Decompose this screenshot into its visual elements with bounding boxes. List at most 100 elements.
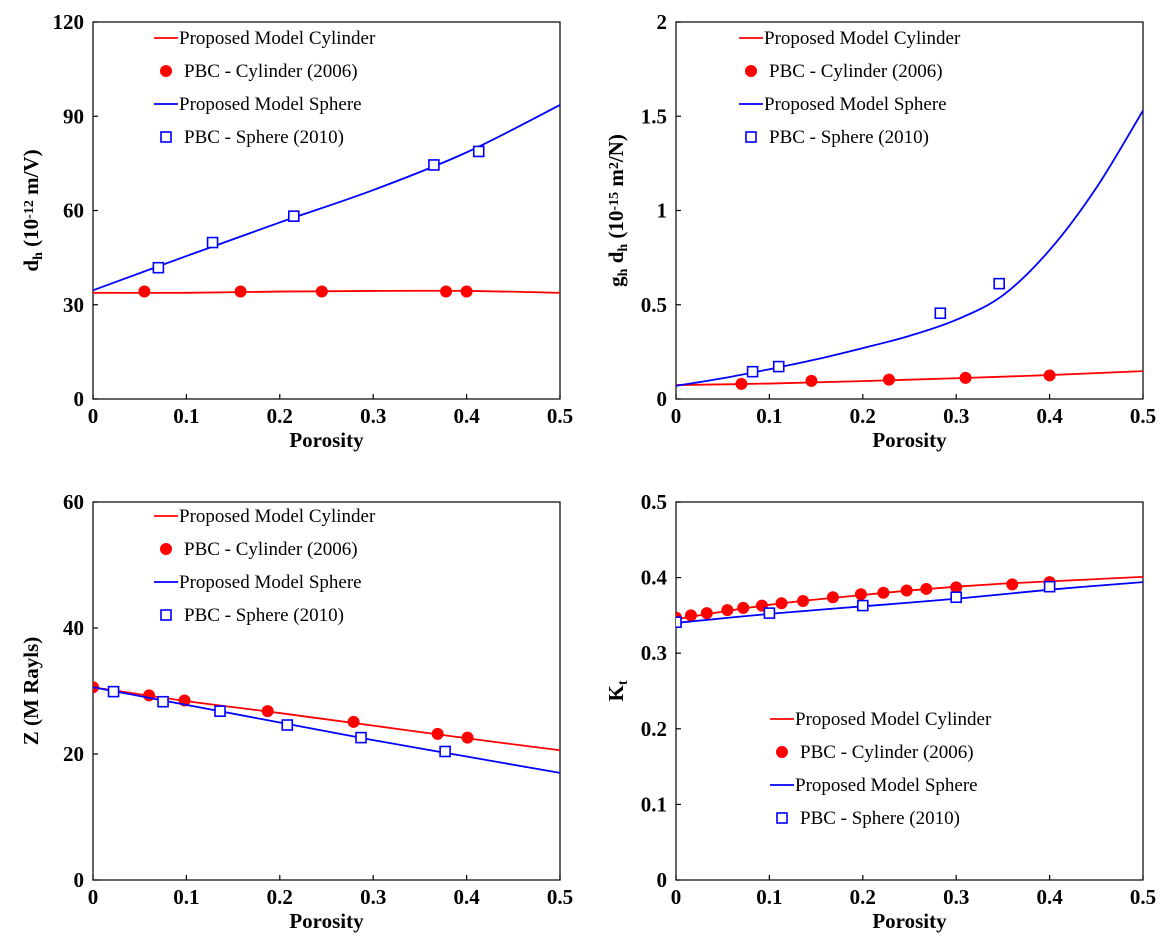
data-point xyxy=(934,307,947,320)
x-tick-label: 0.2 xyxy=(850,404,876,428)
legend: Proposed Model Cylinder PBC - Cylinder (2… xyxy=(770,709,992,829)
series-line-1 xyxy=(676,370,1143,386)
data-point xyxy=(152,261,165,274)
y-axis-label: dh (10-12 m/V) xyxy=(19,149,46,271)
y-tick-label: 0.3 xyxy=(641,641,667,665)
legend: Proposed Model Cylinder PBC - Cylinder (2… xyxy=(154,28,376,148)
x-tick-label: 0.2 xyxy=(267,404,293,428)
data-point xyxy=(440,285,453,298)
data-point xyxy=(472,145,485,158)
x-tick-label: 0.3 xyxy=(943,404,969,428)
x-tick-label: 0.1 xyxy=(173,404,199,428)
x-tick-label: 0.3 xyxy=(943,885,969,909)
y-tick-label: 0.1 xyxy=(641,792,667,816)
legend-entry: Proposed Model Cylinder xyxy=(179,28,376,49)
data-point xyxy=(775,597,788,610)
data-point xyxy=(721,604,734,617)
legend-entry: PBC - Sphere (2010) xyxy=(769,127,929,148)
data-point xyxy=(234,285,247,298)
x-axis-label: Porosity xyxy=(872,909,947,933)
data-point xyxy=(959,371,972,384)
x-tick-label: 0 xyxy=(671,885,682,909)
data-point xyxy=(920,582,933,595)
data-point xyxy=(157,695,169,708)
data-point xyxy=(900,584,913,597)
legend-entry: PBC - Sphere (2010) xyxy=(800,808,960,829)
legend-swatch xyxy=(776,812,788,824)
x-tick-label: 0 xyxy=(88,885,99,909)
chart-panel-1: 0 0.1 0.2 0.3 0.4 0.5 0 30 60 90 120 Porosity dh (10… xyxy=(19,10,573,452)
y-tick-label: 1 xyxy=(657,199,668,223)
y-axis-label: Z (M Rayls) xyxy=(19,637,43,746)
data-point xyxy=(856,599,869,612)
y-tick-label: 20 xyxy=(63,742,84,766)
legend-swatch xyxy=(160,131,172,143)
legend-entry: Proposed Model Sphere xyxy=(179,572,362,593)
series-line-3 xyxy=(676,110,1143,387)
x-tick-label: 0.4 xyxy=(1036,404,1063,428)
x-tick-label: 0.5 xyxy=(1130,404,1156,428)
legend-swatch xyxy=(160,543,172,555)
series-line-3 xyxy=(676,581,1143,624)
data-point xyxy=(882,373,895,386)
y-tick-label: 0.5 xyxy=(641,293,667,317)
chart-panel-3: 0 0.1 0.2 0.3 0.4 0.5 0 20 40 60 Porosity Z (M Rayl… xyxy=(19,490,573,933)
x-tick-label: 0 xyxy=(88,404,99,428)
x-tick-label: 0.3 xyxy=(360,404,386,428)
data-point xyxy=(797,595,810,608)
data-point xyxy=(261,705,274,718)
x-axis-label: Porosity xyxy=(289,909,364,933)
y-tick-label: 0.5 xyxy=(641,490,667,514)
data-point xyxy=(460,285,473,298)
series-line-3 xyxy=(93,686,560,774)
x-axis-label: Porosity xyxy=(289,428,364,452)
data-point xyxy=(805,374,818,387)
legend: Proposed Model Cylinder PBC - Cylinder (2… xyxy=(739,28,961,148)
data-point xyxy=(950,581,963,594)
y-tick-label: 60 xyxy=(63,490,84,514)
legend-entry: PBC - Cylinder (2006) xyxy=(800,742,974,763)
legend-entry: PBC - Sphere (2010) xyxy=(184,127,344,148)
legend-entry: PBC - Cylinder (2006) xyxy=(184,61,358,82)
data-point xyxy=(746,365,759,378)
legend: Proposed Model Cylinder PBC - Cylinder (2… xyxy=(154,506,376,626)
y-tick-label: 90 xyxy=(63,104,84,128)
data-point xyxy=(950,591,963,604)
data-point xyxy=(431,727,444,740)
legend-entry: Proposed Model Sphere xyxy=(795,775,978,796)
legend-swatch xyxy=(745,65,757,77)
data-point xyxy=(347,715,360,728)
legend-swatch xyxy=(160,65,172,77)
series-group xyxy=(676,575,1143,629)
x-tick-label: 0.4 xyxy=(1036,885,1063,909)
legend-swatch xyxy=(776,746,788,758)
data-point xyxy=(737,601,750,614)
data-point xyxy=(826,591,839,604)
data-point xyxy=(763,607,776,619)
data-point xyxy=(107,685,120,698)
legend-entry: PBC - Sphere (2010) xyxy=(184,605,344,626)
data-point xyxy=(439,745,451,758)
data-point xyxy=(676,616,682,629)
y-axis-label: Kt xyxy=(604,680,631,701)
y-tick-label: 0 xyxy=(657,868,668,892)
data-point xyxy=(1043,580,1056,593)
x-tick-label: 0.2 xyxy=(850,885,876,909)
y-tick-label: 60 xyxy=(63,199,84,223)
legend-entry: PBC - Cylinder (2006) xyxy=(769,61,943,82)
data-point xyxy=(281,719,294,731)
data-point xyxy=(1006,578,1019,591)
y-tick-label: 2 xyxy=(657,10,668,34)
x-axis-label: Porosity xyxy=(872,428,947,452)
legend-entry: Proposed Model Cylinder xyxy=(795,709,992,730)
legend-entry: Proposed Model Cylinder xyxy=(179,506,376,527)
x-tick-label: 0.2 xyxy=(267,885,293,909)
data-point xyxy=(138,285,151,298)
series-group xyxy=(676,110,1143,390)
data-point xyxy=(1043,369,1056,382)
data-point xyxy=(700,607,713,620)
data-point xyxy=(288,210,300,222)
y-tick-label: 0.4 xyxy=(641,566,668,590)
y-tick-label: 40 xyxy=(63,616,84,640)
